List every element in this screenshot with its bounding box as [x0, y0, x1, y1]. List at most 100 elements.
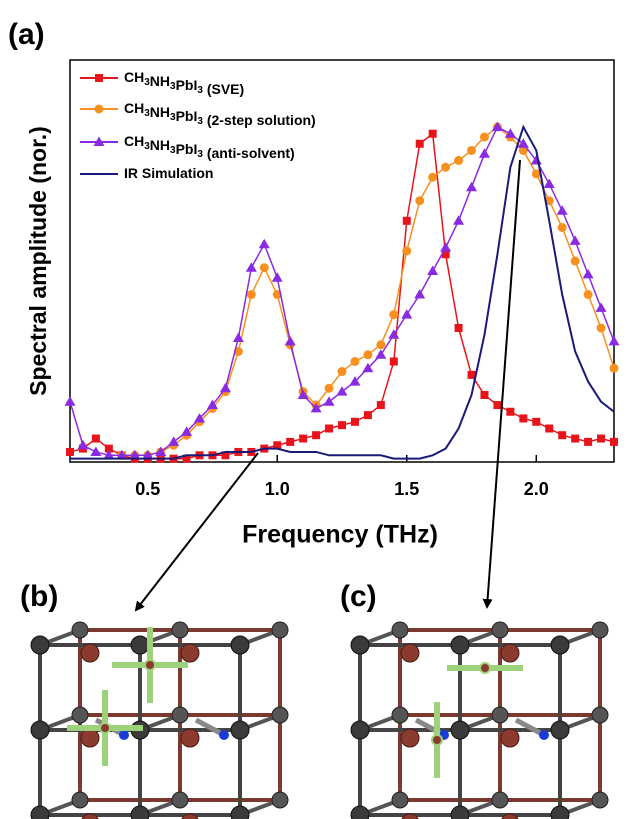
- panel-label: (c): [340, 580, 377, 613]
- data-point: [519, 414, 528, 423]
- atom: [144, 659, 156, 671]
- data-point: [258, 238, 270, 249]
- data-point: [545, 424, 554, 433]
- data-point: [557, 223, 567, 232]
- data-point: [454, 156, 464, 165]
- data-point: [103, 449, 115, 460]
- x-tick-label: 2.0: [524, 479, 549, 499]
- atom: [350, 635, 370, 655]
- atom: [350, 720, 370, 740]
- atom: [181, 813, 199, 819]
- plot-frame: [69, 59, 615, 463]
- data-point: [569, 235, 581, 245]
- legend-label: CH3NH3PbI3 (2-step solution): [124, 100, 316, 128]
- legend-marker: [93, 136, 105, 146]
- data-point: [518, 145, 528, 155]
- data-point: [64, 396, 76, 406]
- data-point: [491, 121, 503, 131]
- atom: [230, 805, 250, 819]
- data-point: [297, 389, 309, 399]
- data-point: [480, 391, 489, 399]
- atom: [71, 706, 89, 724]
- x-axis-label: Frequency (THz): [242, 521, 438, 549]
- data-point: [467, 145, 477, 155]
- data-point: [582, 268, 594, 279]
- data-point: [376, 401, 385, 410]
- data-point: [90, 446, 102, 456]
- data-point: [129, 449, 141, 460]
- data-point: [338, 421, 346, 430]
- atom: [491, 791, 509, 809]
- legend-label: CH3NH3PbI3 (anti-solvent): [124, 133, 295, 161]
- atom: [450, 635, 470, 655]
- crystal-structure: [350, 621, 609, 819]
- atom: [130, 805, 150, 819]
- data-point: [610, 437, 618, 446]
- methylammonium: [514, 717, 546, 738]
- structures: [30, 621, 609, 819]
- data-point: [284, 335, 296, 346]
- data-point: [428, 172, 438, 182]
- atom: [391, 706, 409, 724]
- atom: [30, 805, 50, 819]
- data-point: [428, 129, 437, 138]
- crystal-structure: [30, 621, 289, 819]
- data-point: [349, 376, 361, 386]
- data-point: [182, 454, 191, 463]
- data-point: [206, 399, 218, 410]
- data-point: [544, 196, 554, 206]
- data-point: [104, 444, 113, 453]
- data-point: [323, 396, 335, 406]
- atom: [550, 635, 570, 655]
- data-point: [454, 324, 463, 332]
- data-point: [325, 424, 334, 433]
- data-point: [415, 139, 424, 148]
- atom: [491, 706, 509, 724]
- atom: [271, 791, 289, 809]
- atom: [401, 813, 419, 819]
- data-point: [415, 196, 425, 206]
- atom: [591, 706, 609, 724]
- panel-label: (a): [8, 18, 45, 51]
- data-point: [375, 349, 387, 359]
- data-point: [362, 362, 374, 373]
- data-point: [168, 436, 180, 446]
- data-point: [467, 370, 476, 379]
- data-point: [324, 383, 334, 393]
- data-point: [466, 181, 478, 192]
- data-point: [571, 434, 580, 443]
- atom: [391, 621, 409, 639]
- data-point: [246, 290, 256, 299]
- data-point: [402, 216, 411, 225]
- series-line: [70, 124, 615, 460]
- data-point: [363, 411, 372, 420]
- legend-marker: [95, 74, 103, 82]
- atom: [80, 643, 100, 663]
- y-axis-label: Spectral amplitude (nor.): [25, 126, 51, 396]
- data-point: [376, 340, 386, 350]
- data-point: [181, 426, 193, 436]
- atom: [400, 643, 420, 663]
- atom: [431, 734, 443, 746]
- x-tick-label: 1.0: [265, 479, 290, 499]
- legend-marker: [94, 104, 104, 114]
- data-point: [504, 128, 516, 138]
- data-point: [389, 357, 398, 366]
- atom: [550, 805, 570, 819]
- data-point: [532, 417, 541, 426]
- atom: [219, 730, 229, 740]
- data-point: [531, 169, 541, 179]
- atom: [130, 635, 150, 655]
- data-point: [441, 250, 450, 259]
- data-point: [350, 357, 360, 366]
- data-point: [556, 205, 568, 215]
- pointer-arrow: [134, 452, 259, 612]
- atom: [180, 728, 200, 748]
- atom: [30, 720, 50, 740]
- data-point: [155, 446, 167, 456]
- data-point: [440, 242, 452, 252]
- atom: [550, 720, 570, 740]
- series-line: [69, 132, 615, 460]
- data-point: [427, 265, 439, 276]
- atom: [350, 805, 370, 819]
